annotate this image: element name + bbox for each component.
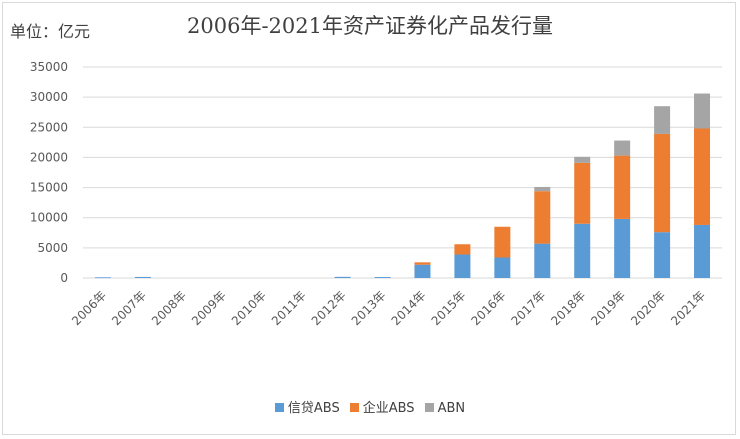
bar-xindai-abs-2012年 bbox=[334, 276, 351, 278]
y-tick-label: 25000 bbox=[30, 120, 68, 134]
x-tick-label: 2007年 bbox=[109, 288, 149, 328]
bar-xindai-abs-2015年 bbox=[454, 254, 471, 278]
x-tick-label: 2006年 bbox=[69, 288, 109, 328]
legend-swatch bbox=[424, 403, 434, 412]
legend-label: 信贷ABS bbox=[287, 401, 340, 416]
legend-item: 信贷ABS bbox=[274, 397, 340, 416]
y-tick-label: 5000 bbox=[37, 241, 68, 255]
x-axis-ticks: 2006年 2007年 2008年 2009年 2010年 2011年 2012年 2013年… bbox=[69, 288, 708, 328]
bar-xindai-abs-2020年 bbox=[654, 232, 671, 278]
bar-abn-2018年 bbox=[574, 156, 591, 163]
legend-swatch bbox=[349, 403, 359, 412]
bar-qiye-abs-2020年 bbox=[654, 133, 671, 233]
x-tick-label: 2020年 bbox=[628, 288, 668, 328]
y-tick-label: 15000 bbox=[30, 181, 68, 195]
legend-label: 企业ABS bbox=[362, 401, 415, 416]
legend-swatch bbox=[274, 403, 284, 412]
x-tick-label: 2014年 bbox=[389, 288, 429, 328]
bar-xindai-abs-2017年 bbox=[534, 243, 551, 278]
x-tick-label: 2015年 bbox=[429, 288, 469, 328]
y-tick-label: 0 bbox=[60, 271, 68, 285]
bar-xindai-abs-2006年 bbox=[94, 277, 111, 279]
bars bbox=[94, 93, 711, 279]
unit-label: 单位：亿元 bbox=[10, 22, 91, 41]
y-tick-label: 10000 bbox=[30, 211, 68, 225]
legend: 信贷ABS 企业ABS ABN bbox=[0, 397, 740, 416]
x-tick-label: 2008年 bbox=[149, 288, 189, 328]
x-tick-label: 2012年 bbox=[309, 288, 349, 328]
bar-qiye-abs-2019年 bbox=[614, 155, 631, 219]
x-tick-label: 2021年 bbox=[668, 288, 708, 328]
y-tick-label: 20000 bbox=[30, 150, 68, 164]
bar-xindai-abs-2018年 bbox=[574, 223, 591, 278]
bar-abn-2019年 bbox=[614, 140, 631, 156]
x-tick-label: 2017年 bbox=[508, 288, 548, 328]
bar-qiye-abs-2016年 bbox=[494, 226, 511, 258]
bar-qiye-abs-2015年 bbox=[454, 244, 471, 255]
y-axis-ticks: 0 5000 10000 15000 20000 25000 30000 35000 bbox=[30, 60, 68, 285]
bar-xindai-abs-2019年 bbox=[614, 218, 631, 278]
x-tick-label: 2016年 bbox=[468, 288, 508, 328]
x-tick-label: 2010年 bbox=[229, 288, 269, 328]
legend-item: 企业ABS bbox=[349, 397, 415, 416]
y-tick-label: 30000 bbox=[30, 90, 68, 104]
bar-xindai-abs-2021年 bbox=[694, 224, 711, 278]
x-tick-label: 2019年 bbox=[588, 288, 628, 328]
bar-abn-2021年 bbox=[694, 93, 711, 129]
bar-abn-2017年 bbox=[534, 186, 551, 192]
bar-qiye-abs-2018年 bbox=[574, 162, 591, 224]
chart-title: 2006年-2021年资产证券化产品发行量 bbox=[187, 14, 553, 38]
bar-xindai-abs-2014年 bbox=[414, 264, 431, 278]
x-tick-label: 2018年 bbox=[548, 288, 588, 328]
bar-qiye-abs-2014年 bbox=[414, 262, 431, 265]
bar-xindai-abs-2013年 bbox=[374, 277, 391, 278]
legend-item: ABN bbox=[424, 401, 466, 416]
y-tick-label: 35000 bbox=[30, 60, 68, 74]
chart-frame bbox=[2, 2, 736, 435]
bar-abn-2020年 bbox=[654, 106, 671, 134]
x-tick-label: 2011年 bbox=[269, 288, 309, 328]
legend-label: ABN bbox=[437, 401, 466, 416]
bar-xindai-abs-2016年 bbox=[494, 257, 511, 278]
x-tick-label: 2013年 bbox=[349, 288, 389, 328]
x-tick-label: 2009年 bbox=[189, 288, 229, 328]
bar-qiye-abs-2021年 bbox=[694, 128, 711, 225]
bar-xindai-abs-2007年 bbox=[134, 276, 151, 278]
bar-qiye-abs-2017年 bbox=[534, 191, 551, 244]
